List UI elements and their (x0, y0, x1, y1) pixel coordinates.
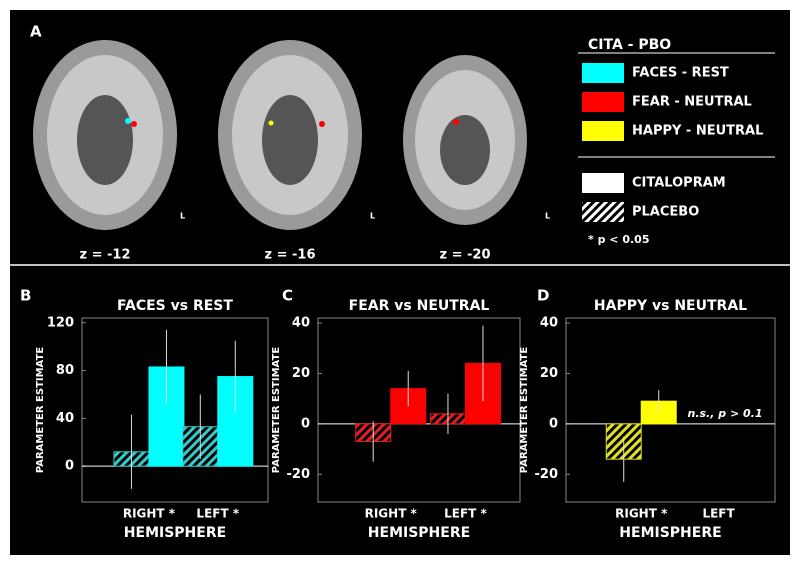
x-axis-label: HEMISPHERE (619, 525, 721, 541)
legend-label: FACES - REST (632, 66, 729, 81)
y-axis-label: PARAMETER ESTIMATE (35, 347, 46, 474)
side-label: L (370, 212, 375, 221)
legend-swatch (582, 121, 624, 141)
y-tick-label: 40 (292, 316, 310, 331)
legend-label: HAPPY - NEUTRAL (632, 124, 763, 139)
x-tick-label: LEFT * (444, 507, 487, 521)
brain-slice (33, 40, 177, 230)
y-axis-label: PARAMETER ESTIMATE (519, 347, 530, 474)
legend-title: CITA - PBO (588, 37, 671, 53)
y-tick-label: 0 (301, 416, 310, 431)
chart-title: HAPPY vs NEUTRAL (594, 298, 747, 314)
panel-label: A (30, 23, 42, 41)
y-tick-label: 40 (56, 411, 74, 426)
legend-label: CITALOPRAM (632, 176, 726, 191)
side-label: L (180, 212, 185, 221)
legend-swatch (582, 63, 624, 83)
legend-swatch (582, 92, 624, 112)
slice-label: z = -16 (265, 248, 316, 263)
y-tick-label: 120 (47, 315, 74, 330)
slice-label: z = -20 (440, 248, 491, 263)
brain-slice (218, 40, 362, 230)
y-tick-label: 80 (56, 363, 74, 378)
y-axis-label: PARAMETER ESTIMATE (271, 347, 282, 474)
x-tick-label: LEFT * (196, 507, 239, 521)
chart-title: FEAR vs NEUTRAL (349, 298, 490, 314)
plot-area (317, 317, 521, 503)
legend-label: FEAR - NEUTRAL (632, 95, 752, 110)
significance-note: * p < 0.05 (588, 233, 649, 246)
y-tick-label: 0 (65, 459, 74, 474)
plot-area (565, 317, 776, 503)
x-tick-label: RIGHT * (123, 507, 176, 521)
y-tick-label: -20 (535, 467, 559, 482)
side-label: L (545, 212, 550, 221)
x-tick-label: LEFT (702, 507, 735, 521)
legend-swatch (582, 202, 624, 222)
slice-label: z = -12 (80, 248, 131, 263)
y-tick-label: 20 (540, 366, 558, 381)
x-axis-label: HEMISPHERE (368, 525, 470, 541)
y-tick-label: 40 (540, 316, 558, 331)
plot-area (81, 317, 269, 503)
panel-label: C (282, 287, 293, 305)
y-tick-label: 20 (292, 366, 310, 381)
panel-label: B (20, 287, 31, 305)
legend-label: PLACEBO (632, 205, 699, 220)
chart-title: FACES vs REST (117, 298, 233, 314)
legend-swatch (582, 173, 624, 193)
x-axis-label: HEMISPHERE (124, 525, 226, 541)
annotation: n.s., p > 0.1 (688, 407, 763, 420)
y-tick-label: 0 (549, 416, 558, 431)
y-tick-label: -20 (287, 467, 311, 482)
x-tick-label: RIGHT * (365, 507, 418, 521)
brain-slice (403, 55, 527, 225)
x-tick-label: RIGHT * (615, 507, 668, 521)
panel-label: D (537, 287, 549, 305)
